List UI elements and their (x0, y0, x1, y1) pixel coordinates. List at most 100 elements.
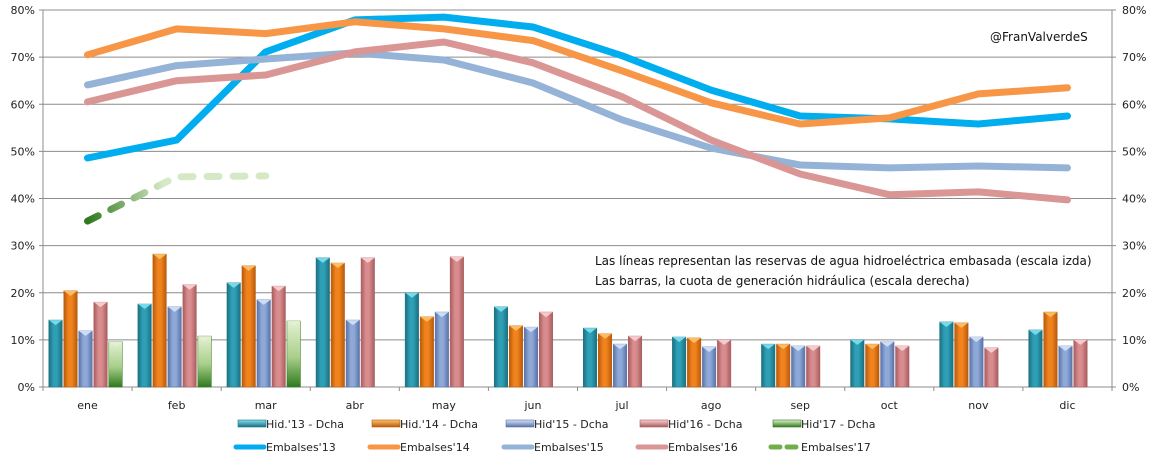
right-tick-label: 40% (1122, 193, 1146, 206)
bar (434, 311, 449, 388)
legend-item: Hid'16 - Dcha (639, 418, 743, 431)
right-tick-label: 50% (1122, 145, 1146, 158)
left-tick-label: 20% (11, 287, 35, 300)
legend-item: Hid'17 - Dcha (772, 418, 876, 431)
bar (939, 321, 954, 388)
bar (93, 301, 108, 388)
bar (315, 257, 330, 388)
legend-label: Hid.'13 - Dcha (266, 418, 344, 431)
bar-cap (226, 282, 241, 288)
bar-cap (850, 339, 865, 345)
bar (78, 330, 93, 388)
bar-cap (598, 333, 612, 339)
bar (776, 343, 791, 388)
bar (806, 345, 821, 388)
bar (1028, 329, 1043, 388)
bar-cap (182, 284, 197, 290)
category-label: abr (346, 399, 365, 412)
legend-label: Hid'17 - Dcha (801, 418, 876, 431)
legend-swatch-bar (371, 419, 401, 428)
bar (271, 285, 286, 388)
bar-cap (420, 316, 434, 322)
right-tick-label: 60% (1122, 98, 1146, 111)
bar-cap (93, 302, 108, 308)
bar-cap (509, 325, 523, 331)
line-series (84, 13, 1071, 162)
category-label: jun (523, 399, 541, 412)
bar-cap (613, 344, 627, 350)
left-tick-label: 10% (11, 334, 35, 347)
bar-cap (628, 336, 642, 342)
bar (791, 345, 806, 388)
bar-cap (152, 254, 167, 260)
bar-cap (880, 341, 895, 347)
bar-cap (954, 322, 969, 328)
legend-item: Embalses'16 (635, 441, 738, 454)
annotation-line-1: Las líneas representan las reservas de a… (595, 254, 1092, 268)
watermark-label: @FranValverdeS (990, 30, 1088, 44)
bar (63, 290, 78, 388)
right-tick-label: 0% (1122, 381, 1139, 394)
legend: Hid.'13 - Dcha Hid.'14 - Dcha Hid'15 - Dch… (233, 418, 876, 454)
legend-item: Hid'15 - Dcha (505, 418, 609, 431)
bar-cap (197, 336, 212, 342)
bar (226, 282, 241, 388)
bar-cap (776, 344, 790, 350)
category-label: feb (168, 399, 186, 412)
bar (419, 316, 434, 388)
bar (702, 346, 717, 388)
bar-cap (361, 257, 375, 263)
bar-cap (1058, 346, 1073, 352)
bar (628, 335, 643, 388)
bar-cap (435, 312, 449, 318)
bar-cap (1043, 312, 1058, 318)
bar-cap (137, 304, 152, 310)
left-tick-label: 40% (11, 193, 35, 206)
bar-cap (895, 346, 910, 352)
bar-cap (806, 346, 820, 352)
left-tick-label: 60% (11, 98, 35, 111)
bar (761, 343, 776, 388)
legend-label: Hid'15 - Dcha (534, 418, 609, 431)
legend-swatch-bar (772, 419, 802, 428)
bar (256, 299, 271, 388)
bar (523, 326, 538, 388)
bar-cap (450, 256, 464, 262)
bar-cap (539, 312, 553, 318)
bar (850, 339, 865, 388)
bar-cap (761, 344, 775, 350)
bar (152, 253, 167, 388)
bar-cap (583, 328, 597, 334)
bar (865, 343, 880, 388)
legend-item: Embalses'13 (233, 441, 336, 454)
bar (895, 345, 910, 388)
right-tick-label: 20% (1122, 287, 1146, 300)
category-label: jul (614, 399, 628, 412)
bar-cap (405, 292, 419, 298)
right-tick-label: 70% (1122, 51, 1146, 64)
bar-cap (346, 320, 360, 326)
bar-cap (791, 346, 805, 352)
bar (538, 311, 553, 388)
right-tick-label: 10% (1122, 334, 1146, 347)
bar (493, 306, 508, 388)
legend-label: Embalses'15 (534, 441, 604, 454)
annotation-line-2: Las barras, la cuota de generación hidrá… (595, 274, 970, 288)
bar-cap (78, 330, 93, 336)
left-tick-label: 0% (18, 381, 35, 394)
legend-label: Embalses'13 (266, 441, 336, 454)
legend-item: Embalses'15 (501, 441, 604, 454)
bar-cap (865, 344, 880, 350)
legend-label: Embalses'14 (400, 441, 470, 454)
left-tick-label: 50% (11, 145, 35, 158)
bar-cap (63, 290, 78, 296)
bar-cap (687, 337, 701, 343)
legend-label: Hid'16 - Dcha (668, 418, 743, 431)
bar-cap (241, 265, 256, 271)
bar (717, 339, 732, 388)
bar (687, 337, 702, 388)
legend-item: Hid.'14 - Dcha (371, 418, 478, 431)
bar-cap (969, 337, 984, 343)
axis-labels: 0% 10% 20% 30% 40% 50% 60% 70% 80% 0% 10% 20% 30% 40%… (11, 4, 1147, 412)
bar-series-group (48, 253, 1088, 388)
